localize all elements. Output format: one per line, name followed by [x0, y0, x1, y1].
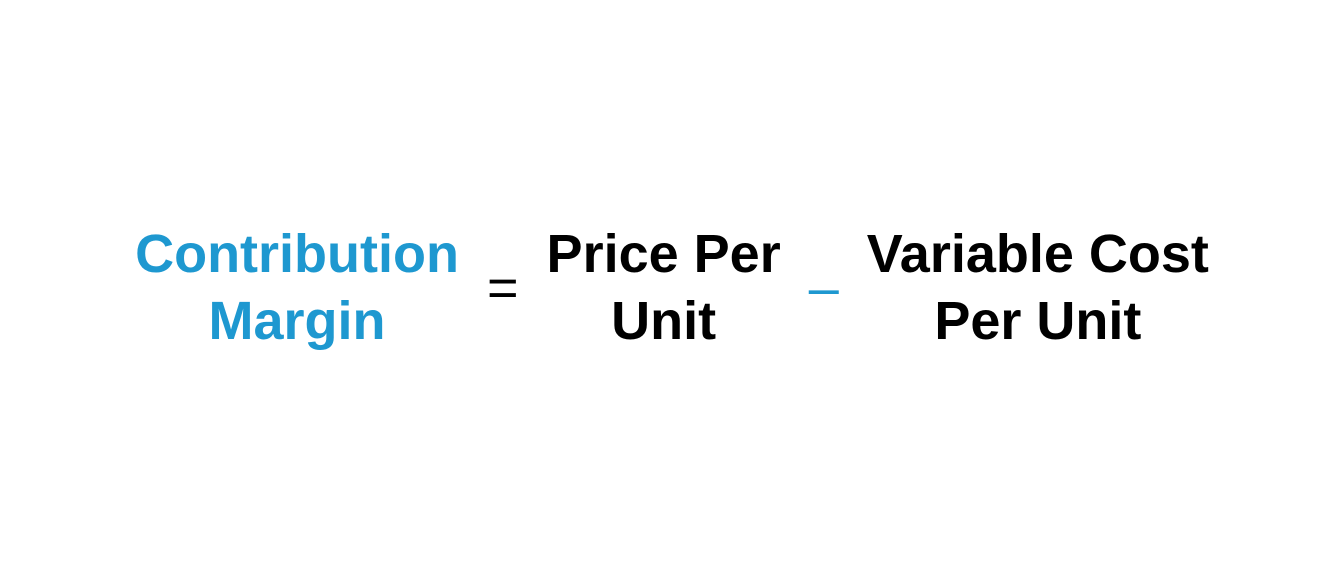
operand1-line1: Price Per	[547, 221, 781, 289]
result-line1: Contribution	[135, 221, 459, 289]
operand1-term: Price Per Unit	[547, 221, 781, 356]
operand1-line2: Unit	[547, 288, 781, 356]
operand2-line1: Variable Cost	[867, 221, 1209, 289]
result-term: Contribution Margin	[135, 221, 459, 356]
minus-operator: –	[801, 257, 847, 319]
operand2-line2: Per Unit	[867, 288, 1209, 356]
result-line2: Margin	[135, 288, 459, 356]
equals-operator: =	[479, 257, 527, 319]
formula-equation: Contribution Margin = Price Per Unit – V…	[95, 221, 1249, 356]
operand2-term: Variable Cost Per Unit	[867, 221, 1209, 356]
